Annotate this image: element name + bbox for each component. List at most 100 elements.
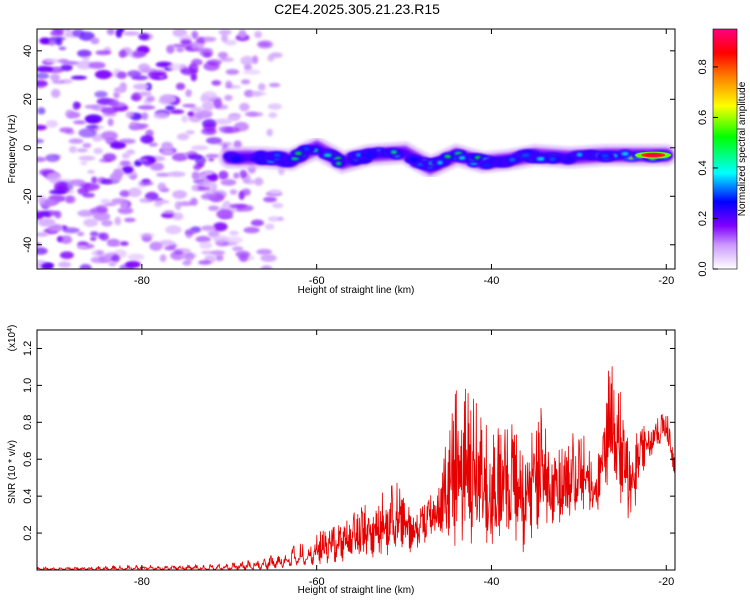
heatmap-cell — [195, 47, 213, 53]
ridge-blob — [621, 152, 629, 156]
ridge-blob — [283, 161, 290, 165]
heatmap-cell — [212, 235, 230, 243]
x-tick-label: -80 — [134, 576, 150, 588]
spectrogram-y-ticks: -40 -20 0 20 40 — [22, 45, 675, 253]
svg-text:(x104): (x104) — [7, 325, 19, 352]
ridge-blob — [500, 161, 506, 165]
x-tick-label: -20 — [658, 275, 674, 287]
heatmap-cell — [254, 30, 262, 39]
heatmap-cell — [153, 201, 163, 207]
spectrogram-panel: -80 -60 -40 -20 -40 -20 0 20 40 Height of strai… — [7, 28, 676, 296]
heatmap-cell — [60, 64, 73, 72]
heatmap-cell — [78, 128, 97, 138]
spectrogram-frame — [36, 28, 676, 270]
heatmap-cell — [67, 111, 81, 119]
heatmap-cell — [191, 185, 199, 192]
heatmap-cell — [153, 112, 169, 120]
snr-y-ticks: 0.2 0.4 0.6 0.8 1.0 1.2 — [22, 341, 675, 541]
heatmap-cell — [254, 177, 264, 186]
heatmap-cell — [241, 188, 251, 196]
heatmap-cell — [244, 89, 254, 98]
snr-multiplier-close: ) — [7, 325, 18, 328]
heatmap-cell — [201, 91, 217, 101]
heatmap-cell — [127, 253, 145, 261]
heatmap-cell — [190, 197, 198, 206]
colorbar-label: Normalized spectral amplitude — [737, 81, 748, 216]
heatmap-cell — [94, 69, 112, 80]
heatmap-cell — [182, 260, 192, 266]
ridge-blob — [458, 156, 466, 160]
heatmap-cell — [249, 91, 267, 96]
heatmap-cell — [201, 101, 215, 111]
heatmap-cell — [93, 147, 103, 155]
heatmap-cell — [226, 236, 243, 244]
heatmap-cell — [232, 246, 244, 252]
heatmap-cell — [172, 43, 187, 48]
heatmap-cell — [213, 222, 228, 232]
heatmap-cell — [84, 114, 103, 124]
heatmap-cell — [172, 212, 184, 221]
heatmap-cell — [79, 263, 92, 269]
heatmap-cell — [264, 223, 275, 230]
colorbar-ticks: 0.0 0.2 0.4 0.6 0.8 — [697, 59, 718, 277]
heatmap-cell — [169, 109, 185, 114]
heatmap-cell — [100, 198, 111, 204]
heatmap-cell — [59, 251, 74, 259]
heatmap-cell — [88, 61, 106, 69]
heatmap-cell — [70, 75, 88, 80]
heatmap-cell — [167, 171, 186, 177]
heatmap-cell — [117, 207, 134, 215]
heatmap-cell — [215, 254, 224, 262]
heatmap-cell — [122, 31, 140, 36]
heatmap-cell — [50, 73, 61, 81]
y-tick-label: -40 — [22, 237, 34, 253]
heatmap-cell — [139, 233, 156, 238]
heatmap-cell — [266, 128, 274, 137]
heatmap-cell — [180, 39, 192, 45]
heatmap-cell — [118, 138, 136, 144]
heatmap-cell — [165, 225, 182, 235]
heatmap-cell — [191, 171, 200, 180]
heatmap-cell — [148, 142, 158, 147]
heatmap-cell — [118, 29, 125, 33]
heatmap-cell — [257, 83, 266, 91]
ridge-blob — [437, 161, 443, 165]
heatmap-cell — [267, 103, 282, 110]
heatmap-cell — [52, 80, 65, 84]
heatmap-cell — [202, 178, 211, 189]
ridge-blob — [549, 157, 556, 161]
y-tick-label: 0.8 — [22, 415, 34, 430]
colorbar: 0.0 0.2 0.4 0.6 0.8 Normalized spectral ampl… — [697, 28, 748, 277]
heatmap-cell — [229, 230, 239, 236]
heatmap-cell — [49, 189, 67, 195]
heatmap-cell — [68, 145, 77, 154]
heatmap-cell — [164, 246, 176, 251]
heatmap-cell — [97, 177, 106, 185]
heatmap-cell — [243, 226, 260, 234]
ridge-blob — [355, 153, 362, 157]
heatmap-cell — [269, 189, 282, 195]
heatmap-cell — [208, 157, 215, 162]
heatmap-cell — [37, 195, 46, 205]
heatmap-cell — [77, 49, 92, 58]
heatmap-cell — [160, 146, 175, 155]
heatmap-cell — [76, 61, 93, 70]
heatmap-cell — [96, 204, 108, 213]
ridge-blob — [521, 153, 531, 157]
heatmap-cell — [200, 193, 213, 200]
heatmap-cell — [167, 63, 182, 71]
heatmap-cell — [146, 95, 155, 102]
heatmap-cell — [198, 260, 212, 265]
heatmap-cell — [138, 33, 150, 41]
heatmap-cell — [123, 217, 136, 223]
heatmap-cell — [191, 30, 199, 40]
heatmap-cell — [149, 72, 167, 77]
colorbar-tick-label: 0.0 — [697, 261, 709, 276]
heatmap-cell — [185, 130, 195, 135]
heatmap-cell — [37, 232, 49, 237]
heatmap-cell — [189, 106, 203, 112]
heatmap-cell — [137, 158, 149, 163]
heatmap-cell — [76, 245, 88, 250]
heatmap-cell — [200, 225, 216, 231]
heatmap-cell — [51, 88, 61, 98]
